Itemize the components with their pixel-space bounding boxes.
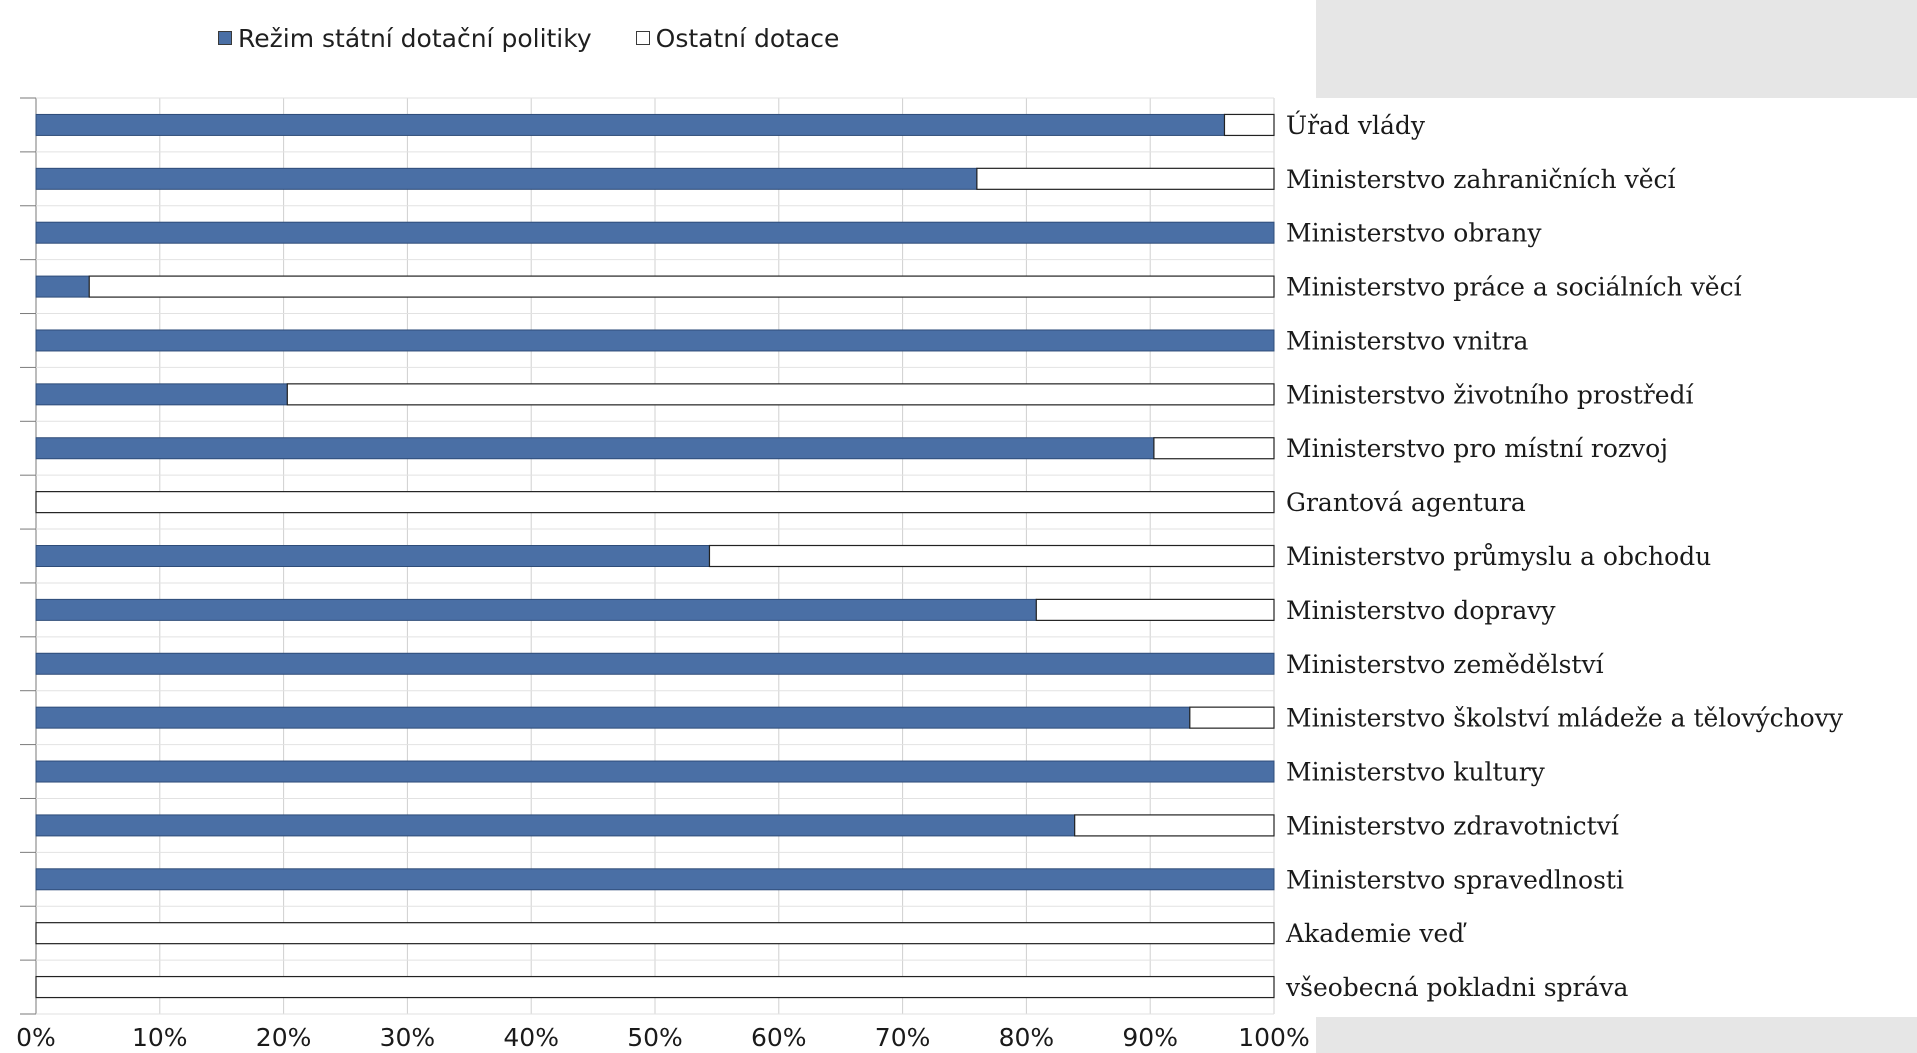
bar-other [976, 167, 1275, 190]
legend-label-other: Ostatní dotace [655, 23, 840, 53]
x-tick-label: 50% [627, 1023, 683, 1052]
bar-state-policy [35, 706, 1191, 729]
bar-state-policy [35, 437, 1155, 460]
category-label: Ministerstvo kultury [1286, 758, 1546, 787]
category-label: Ministerstvo obrany [1286, 219, 1542, 248]
category-label: Ministerstvo pro místní rozvoj [1286, 434, 1668, 463]
legend-swatch-other [635, 31, 650, 45]
legend-item-state-policy: Režim státní dotační politiky [218, 24, 592, 53]
x-tick-label: 80% [999, 1023, 1055, 1052]
bar-state-policy [35, 545, 710, 567]
category-label: Ministerstvo vnitra [1286, 326, 1529, 355]
x-tick-label: 0% [16, 1023, 56, 1052]
category-label: všeobecná pokladni správa [1285, 973, 1629, 1002]
category-label: Grantová agentura [1286, 488, 1526, 517]
bar-other [1035, 598, 1275, 621]
legend: Režim státní dotační politiky Ostatní do… [218, 20, 839, 56]
category-label: Ministerstvo školství mládeže a tělových… [1286, 704, 1844, 733]
x-tick-label: 90% [1122, 1023, 1178, 1052]
legend-swatch-state-policy [218, 31, 232, 45]
bar-state-policy [35, 760, 1275, 783]
bar-other [1074, 814, 1275, 837]
category-label: Akademie veď [1285, 919, 1467, 948]
category-label: Ministerstvo práce a sociálních věcí [1286, 273, 1743, 302]
category-label: Ministerstvo průmyslu a obchodu [1286, 542, 1711, 571]
x-tick-label: 70% [875, 1023, 931, 1052]
bar-other [1153, 437, 1275, 460]
legend-label-state-policy: Režim státní dotační politiky [238, 23, 592, 53]
x-tick-label: 30% [380, 1023, 436, 1052]
category-label: Ministerstvo spravedlnosti [1286, 865, 1624, 894]
x-tick-label: 60% [751, 1023, 807, 1052]
category-label: Ministerstvo dopravy [1286, 596, 1556, 625]
x-tick-label: 20% [256, 1023, 312, 1052]
bar-state-policy [35, 383, 288, 406]
legend-item-other: Ostatní dotace [635, 23, 840, 53]
category-label: Úřad vlády [1286, 111, 1426, 140]
bar-other [35, 975, 1275, 999]
category-label: Ministerstvo zdravotnictví [1286, 811, 1620, 840]
category-label: Ministerstvo zahraničních věcí [1286, 165, 1677, 194]
bar-other [708, 544, 1275, 568]
bar-state-policy [35, 868, 1275, 891]
bar-state-policy [35, 167, 978, 190]
bar-state-policy [35, 221, 1275, 244]
bar-other [88, 275, 1275, 298]
x-tick-label: 100% [1238, 1023, 1309, 1052]
bar-state-policy [35, 814, 1076, 837]
bar-other [35, 491, 1275, 514]
bar-other [35, 922, 1275, 945]
bar-other [1223, 113, 1275, 137]
bar-state-policy [35, 329, 1275, 352]
bar-state-policy [35, 275, 90, 298]
x-tick-label: 10% [132, 1023, 188, 1052]
bar-other [286, 383, 1275, 406]
bar-state-policy [35, 652, 1275, 675]
label-background [1276, 98, 1917, 1017]
bar-state-policy [35, 598, 1037, 621]
bar-state-policy [35, 113, 1225, 136]
category-label: Ministerstvo životního prostředí [1286, 380, 1695, 409]
category-label: Ministerstvo zemědělství [1286, 650, 1605, 679]
x-tick-label: 40% [503, 1023, 559, 1052]
bar-other [1189, 706, 1275, 729]
